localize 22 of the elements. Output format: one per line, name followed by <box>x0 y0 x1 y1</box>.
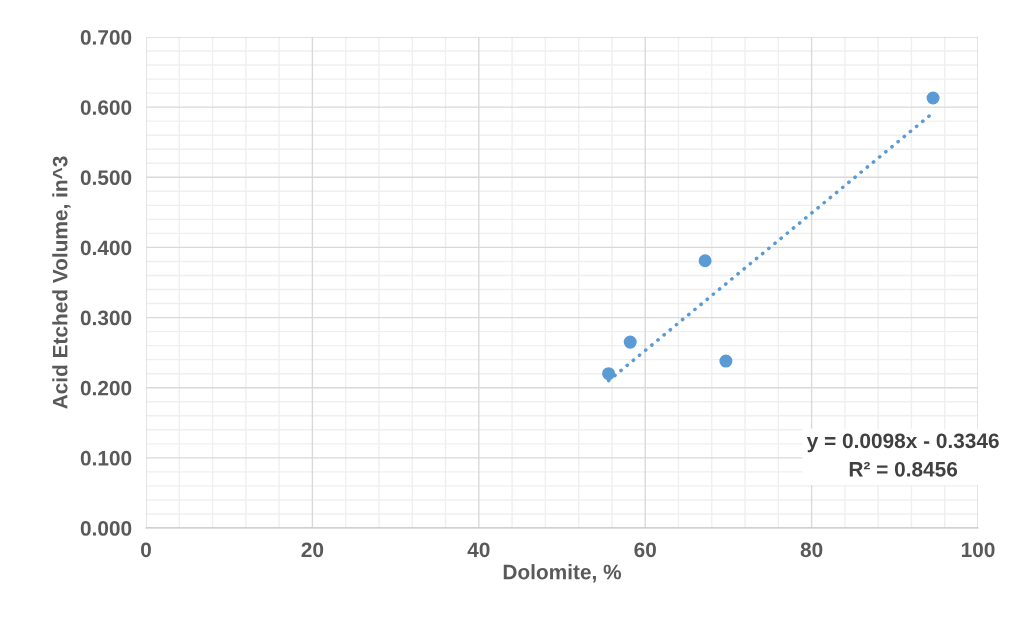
point <box>698 254 712 268</box>
point <box>623 335 637 349</box>
x-axis-title: Dolomite, % <box>503 564 622 583</box>
x-tick-label: 40 <box>467 542 490 558</box>
annotation: y = 0.0098x - 0.3346 R² = 0.8456 <box>806 433 999 477</box>
x-tick-label: 0 <box>141 542 151 558</box>
y-tick-label: 0.000 <box>80 521 132 536</box>
x-tick-label: 100 <box>961 542 995 558</box>
x-tick-label: 20 <box>301 542 324 558</box>
x-tick-label: 80 <box>800 542 823 558</box>
y-tick-label: 0.700 <box>80 30 132 45</box>
y-tick-label: 0.300 <box>80 310 132 326</box>
y-tick-label: 0.100 <box>80 450 132 466</box>
y-axis-title: Acid Etched Volume, in^3 <box>52 156 71 409</box>
y-tick-label: 0.500 <box>80 170 132 186</box>
x-tick-label: 60 <box>634 542 656 558</box>
point <box>602 367 616 381</box>
y-tick-label: 0.400 <box>80 240 132 256</box>
y-tick-label: 0.200 <box>80 380 132 396</box>
point <box>719 354 733 368</box>
y-tick-label: 0.600 <box>80 100 132 115</box>
point <box>926 91 940 105</box>
